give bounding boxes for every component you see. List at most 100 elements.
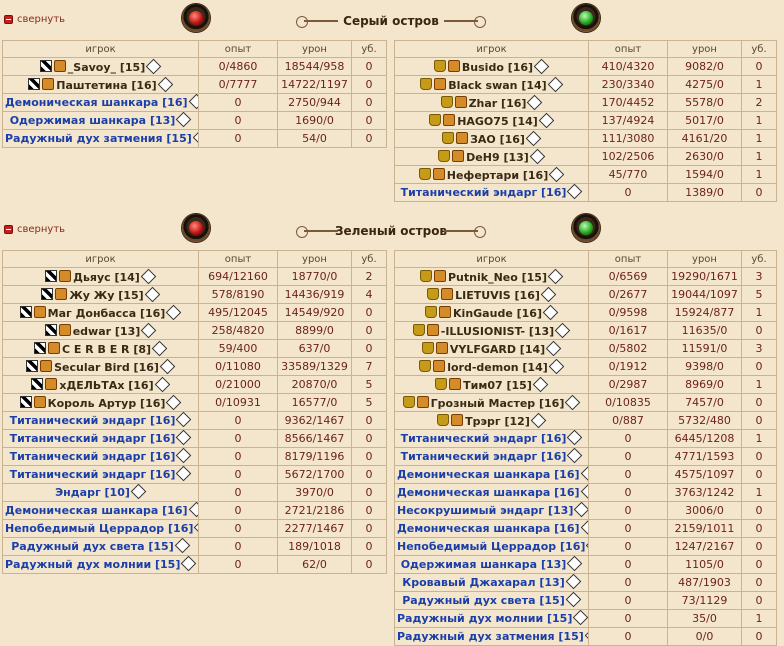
info-icon[interactable] bbox=[532, 376, 549, 392]
info-icon[interactable] bbox=[151, 340, 168, 356]
info-icon[interactable] bbox=[567, 184, 583, 200]
player-name[interactable]: Демоническая шанкара [16] bbox=[5, 96, 188, 109]
player-name[interactable]: ЗАО [16] bbox=[470, 132, 525, 146]
player-name[interactable]: Busido [16] bbox=[461, 60, 534, 74]
player-name[interactable]: Zhar [16] bbox=[468, 96, 527, 110]
player-name[interactable]: edwar [13] bbox=[72, 324, 141, 338]
clan-icon[interactable] bbox=[434, 77, 447, 90]
info-icon[interactable] bbox=[157, 76, 173, 92]
clan-icon[interactable] bbox=[432, 167, 445, 180]
info-icon[interactable] bbox=[159, 358, 176, 374]
info-icon[interactable] bbox=[176, 430, 192, 446]
player-name[interactable]: Радужный дух света [15] bbox=[11, 540, 174, 553]
clan-icon[interactable] bbox=[426, 323, 439, 336]
player-name[interactable]: Непобедимый Церрадор [16] bbox=[397, 540, 586, 553]
player-name[interactable]: Трэрг [12] bbox=[465, 414, 530, 428]
player-name[interactable]: Титанический эндарг [16] bbox=[400, 432, 567, 445]
clan-icon[interactable] bbox=[441, 287, 454, 300]
player-name[interactable]: Радужный дух молнии [15] bbox=[397, 612, 573, 625]
collapse-toggle-grey[interactable]: свернуть bbox=[4, 14, 65, 25]
info-icon[interactable] bbox=[530, 412, 547, 428]
player-name[interactable]: HAGO75 [14] bbox=[457, 114, 538, 128]
player-name[interactable]: _Savoy_ [15] bbox=[67, 60, 146, 74]
clan-icon[interactable] bbox=[33, 395, 46, 408]
player-name[interactable]: Эндарг [10] bbox=[55, 486, 130, 499]
info-icon[interactable] bbox=[176, 466, 192, 482]
clan-icon[interactable] bbox=[47, 341, 60, 354]
info-icon[interactable] bbox=[166, 304, 182, 320]
player-name[interactable]: Титанический эндарг [16] bbox=[9, 432, 176, 445]
player-name[interactable]: Black swan [14] bbox=[448, 78, 547, 92]
clan-icon[interactable] bbox=[433, 359, 446, 372]
info-icon[interactable] bbox=[542, 304, 559, 320]
player-name[interactable]: Радужный дух затмения [15] bbox=[397, 630, 584, 643]
player-name[interactable]: Демоническая шанкара [16] bbox=[397, 486, 580, 499]
player-name[interactable]: DeH9 [13] bbox=[466, 150, 529, 164]
info-icon[interactable] bbox=[188, 94, 198, 110]
clan-icon[interactable] bbox=[439, 305, 452, 318]
clan-icon[interactable] bbox=[454, 95, 467, 108]
info-icon[interactable] bbox=[194, 520, 198, 536]
player-name[interactable]: Демоническая шанкара [16] bbox=[5, 504, 188, 517]
player-name[interactable]: Титанический эндарг [16] bbox=[400, 186, 567, 199]
info-icon[interactable] bbox=[574, 502, 588, 518]
info-icon[interactable] bbox=[166, 394, 182, 410]
player-name[interactable]: Паштетина [16] bbox=[56, 78, 157, 92]
info-icon[interactable] bbox=[573, 610, 588, 626]
info-icon[interactable] bbox=[192, 130, 198, 146]
info-icon[interactable] bbox=[538, 112, 555, 128]
info-icon[interactable] bbox=[174, 538, 191, 554]
info-icon[interactable] bbox=[565, 574, 582, 590]
info-icon[interactable] bbox=[584, 628, 588, 644]
player-name[interactable]: Титанический эндарг [16] bbox=[400, 450, 567, 463]
clan-icon[interactable] bbox=[435, 341, 448, 354]
clan-icon[interactable] bbox=[53, 59, 66, 72]
player-name[interactable]: Радужный дух затмения [15] bbox=[5, 132, 192, 145]
player-name[interactable]: Putnik_Neo [15] bbox=[448, 270, 547, 284]
clan-icon[interactable] bbox=[449, 377, 462, 390]
clan-icon[interactable] bbox=[447, 59, 460, 72]
player-name[interactable]: Secular Bird [16] bbox=[54, 360, 159, 374]
player-name[interactable]: Титанический эндарг [16] bbox=[9, 414, 176, 427]
player-name[interactable]: LIETUVIS [16] bbox=[455, 288, 540, 302]
clan-icon[interactable] bbox=[58, 323, 71, 336]
player-name[interactable]: Радужный дух света [15] bbox=[402, 594, 565, 607]
player-name[interactable]: Непобедимый Церрадор [16] bbox=[5, 522, 194, 535]
info-icon[interactable] bbox=[547, 268, 564, 284]
player-name[interactable]: Радужный дух молнии [15] bbox=[5, 558, 181, 571]
collapse-toggle-green[interactable]: свернуть bbox=[4, 224, 65, 235]
info-icon[interactable] bbox=[547, 76, 563, 92]
info-icon[interactable] bbox=[580, 520, 588, 536]
player-name[interactable]: Дьяус [14] bbox=[73, 270, 140, 284]
info-icon[interactable] bbox=[181, 556, 197, 572]
player-name[interactable]: Жу Жу [15] bbox=[69, 288, 144, 302]
player-name[interactable]: C E R B E R [8] bbox=[61, 342, 152, 356]
clan-icon[interactable] bbox=[452, 149, 465, 162]
info-icon[interactable] bbox=[144, 286, 160, 302]
clan-icon[interactable] bbox=[45, 377, 58, 390]
info-icon[interactable] bbox=[529, 148, 546, 164]
clan-icon[interactable] bbox=[33, 305, 46, 318]
player-name[interactable]: Тим07 [15] bbox=[463, 378, 532, 392]
clan-icon[interactable] bbox=[451, 413, 464, 426]
player-name[interactable]: Кровавый Джахарал [13] bbox=[402, 576, 565, 589]
info-icon[interactable] bbox=[580, 466, 588, 482]
info-icon[interactable] bbox=[567, 430, 583, 446]
clan-icon[interactable] bbox=[55, 287, 68, 300]
info-icon[interactable] bbox=[565, 394, 581, 410]
player-name[interactable]: Грозный Мастер [16] bbox=[430, 396, 565, 410]
info-icon[interactable] bbox=[554, 322, 571, 338]
player-name[interactable]: Титанический эндарг [16] bbox=[9, 468, 176, 481]
player-name[interactable]: KinGaude [16] bbox=[453, 306, 542, 320]
clan-icon[interactable] bbox=[434, 269, 446, 282]
clan-icon[interactable] bbox=[42, 77, 55, 90]
info-icon[interactable] bbox=[533, 58, 550, 74]
info-icon[interactable] bbox=[145, 58, 162, 74]
player-name[interactable]: Титанический эндарг [16] bbox=[9, 450, 176, 463]
player-name[interactable]: VYLFGARD [14] bbox=[449, 342, 546, 356]
clan-icon[interactable] bbox=[59, 269, 72, 282]
info-icon[interactable] bbox=[527, 94, 543, 110]
player-name[interactable]: Демоническая шанкара [16] bbox=[397, 468, 580, 481]
clan-icon[interactable] bbox=[40, 359, 53, 372]
info-icon[interactable] bbox=[567, 448, 583, 464]
